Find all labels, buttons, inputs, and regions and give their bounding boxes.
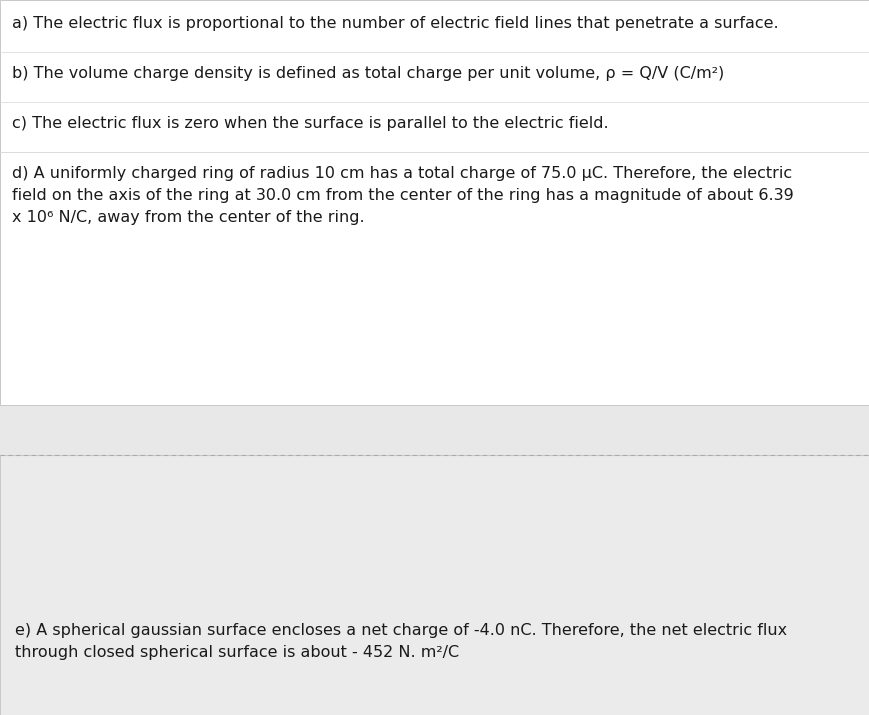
Text: d) A uniformly charged ring of radius 10 cm has a total charge of 75.0 μC. There: d) A uniformly charged ring of radius 10… (12, 166, 791, 181)
Text: c) The electric flux is zero when the surface is parallel to the electric field.: c) The electric flux is zero when the su… (12, 116, 608, 131)
Bar (0, 405, 869, 455)
Bar (0, 455, 869, 715)
Text: through closed spherical surface is about - 452 N. m²/C: through closed spherical surface is abou… (15, 645, 459, 660)
Text: x 10⁶ N/C, away from the center of the ring.: x 10⁶ N/C, away from the center of the r… (12, 210, 364, 225)
Text: a) The electric flux is proportional to the number of electric field lines that : a) The electric flux is proportional to … (12, 16, 778, 31)
Text: b) The volume charge density is defined as total charge per unit volume, ρ = Q/V: b) The volume charge density is defined … (12, 66, 723, 81)
Bar (0, 0, 869, 405)
Text: e) A spherical gaussian surface encloses a net charge of -4.0 nC. Therefore, the: e) A spherical gaussian surface encloses… (15, 623, 786, 638)
Text: field on the axis of the ring at 30.0 cm from the center of the ring has a magni: field on the axis of the ring at 30.0 cm… (12, 188, 793, 203)
